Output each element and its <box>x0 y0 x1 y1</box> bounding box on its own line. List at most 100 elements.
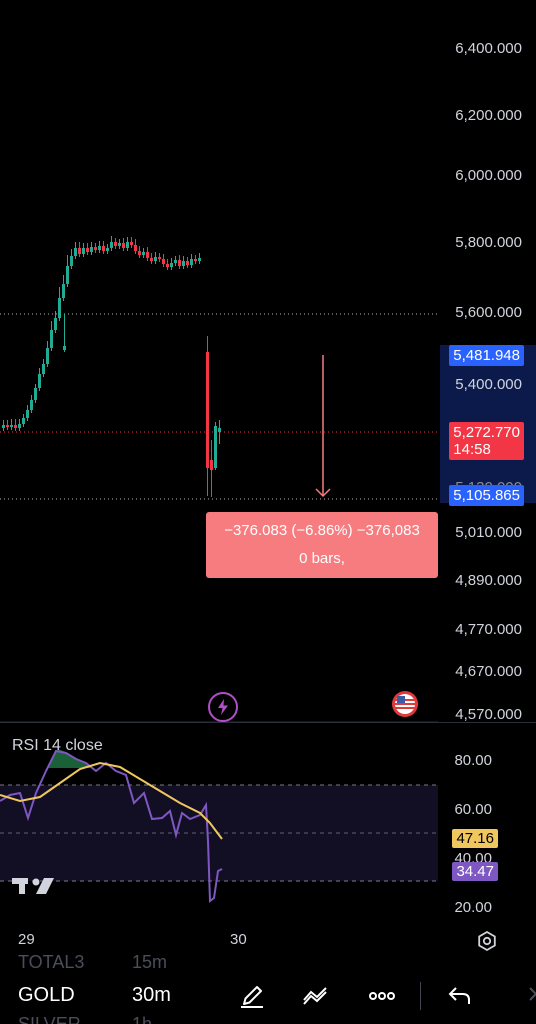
price-axis-label: 6,000.000 <box>455 167 522 184</box>
rsi-legend[interactable]: RSI 14 close <box>12 737 103 754</box>
pen-icon[interactable] <box>238 982 266 1010</box>
price-axis-label: 4,890.000 <box>455 572 522 589</box>
rsi-pane[interactable]: RSI 14 close 80.00 60.00 40.00 20.00 47.… <box>0 723 536 925</box>
rsi-line <box>0 749 223 903</box>
candle-body <box>166 264 169 267</box>
candle-body <box>186 261 189 265</box>
candle-body <box>126 242 129 248</box>
more-icon[interactable] <box>368 982 396 1010</box>
candle-body <box>58 298 61 318</box>
candle-body <box>182 261 185 266</box>
candle-body <box>6 425 9 427</box>
candle-body <box>66 266 69 284</box>
indicators-icon[interactable] <box>302 982 330 1010</box>
candle-body <box>63 346 66 350</box>
price-axis-label: 6,200.000 <box>455 107 522 124</box>
candle-body <box>90 247 93 252</box>
candle-body <box>50 330 53 348</box>
candle-body <box>42 364 45 374</box>
candle-body <box>122 243 125 248</box>
rsi-ma-line <box>0 761 223 840</box>
candle-body <box>106 248 109 251</box>
candle-body <box>174 260 177 263</box>
candle-body <box>162 259 165 264</box>
candles <box>2 236 221 497</box>
candle-body <box>2 425 5 428</box>
price-axis-label: 5,010.000 <box>455 524 522 541</box>
pane-separator[interactable] <box>0 722 536 723</box>
rsi-axis-label: 80.00 <box>454 752 492 769</box>
candle-body <box>150 258 153 261</box>
measure-arrow-head <box>315 488 331 498</box>
rsi-canvas <box>0 749 438 903</box>
candle-body <box>98 246 101 250</box>
interval-wheel-prev[interactable]: 15m <box>132 952 168 972</box>
price-axis-label: 5,400.000 <box>455 376 522 393</box>
candle-body <box>70 256 73 266</box>
candle-body <box>26 410 29 418</box>
candle-body <box>62 284 65 298</box>
candle-body <box>194 259 197 261</box>
flash-icon[interactable] <box>208 692 238 722</box>
redo-icon[interactable] <box>512 982 536 1010</box>
candle-body <box>118 243 121 246</box>
candle-body <box>190 259 193 265</box>
candle-body <box>82 248 85 254</box>
candle-body <box>54 318 57 330</box>
candle-body <box>30 400 33 410</box>
time-axis-label: 29 <box>18 931 35 948</box>
chart-canvas[interactable] <box>0 0 536 722</box>
undo-icon[interactable] <box>446 982 474 1010</box>
gear-icon[interactable] <box>476 930 498 952</box>
rsi-axis-label: 20.00 <box>454 899 492 916</box>
candle-body <box>46 348 49 364</box>
candle-body <box>102 246 105 251</box>
candle-body <box>170 263 173 267</box>
price-axis-label: 4,570.000 <box>455 706 522 723</box>
candle-body <box>154 257 157 261</box>
candle-body <box>146 252 149 258</box>
lower-line-price-tag: 5,105.865 <box>449 485 524 506</box>
candle-body <box>86 248 89 252</box>
price-axis-label: 4,670.000 <box>455 663 522 680</box>
candle-body <box>22 418 25 424</box>
measure-bars: 0 bars, <box>299 550 345 567</box>
price-axis-label: 4,770.000 <box>455 621 522 638</box>
price-axis-label: 5,600.000 <box>455 304 522 321</box>
candle-body <box>94 247 97 250</box>
bar-countdown: 14:58 <box>453 441 491 458</box>
candle-body <box>138 251 141 255</box>
us-flag-icon[interactable] <box>392 691 418 717</box>
candle-body <box>158 257 161 259</box>
symbol-wheel-prev[interactable]: TOTAL3 <box>18 952 85 972</box>
candle-body <box>134 245 137 251</box>
measure-tooltip: −376.083 (−6.86%) −376,083 0 bars, <box>206 512 438 578</box>
symbol-wheel-next[interactable]: SILVER <box>18 1014 81 1024</box>
candle-body <box>210 460 213 470</box>
interval-wheel-next[interactable]: 1h <box>132 1014 153 1024</box>
candle-body <box>198 258 201 261</box>
price-axis-label: 6,400.000 <box>455 40 522 57</box>
current-price-value: 5,272.770 <box>453 424 520 441</box>
candle-body <box>14 425 17 428</box>
price-chart[interactable]: 6,400.000 6,200.000 6,000.000 5,800.000 … <box>0 0 536 723</box>
measure-change: −376.083 (−6.86%) −376,083 <box>224 522 420 539</box>
candle-body <box>114 242 117 246</box>
upper-line-price-tag: 5,481.948 <box>449 345 524 366</box>
current-price-tag: 5,272.770 14:58 <box>449 422 524 460</box>
candle-body <box>10 425 13 427</box>
tradingview-logo-icon <box>12 878 54 894</box>
candle-body <box>38 374 41 388</box>
bottom-toolbar: TOTAL3 15m GOLD 30m SILVER 1h <box>0 952 536 1024</box>
candle-body <box>130 242 133 245</box>
candle-body <box>142 252 145 255</box>
candle-body <box>78 248 81 254</box>
interval-selector[interactable]: 30m <box>132 984 171 1006</box>
candle-body <box>178 260 181 266</box>
toolbar-divider <box>420 982 421 1010</box>
rsi-ma-tag: 47.16 <box>452 829 498 848</box>
candle-body <box>34 388 37 400</box>
candle-body <box>110 242 113 248</box>
symbol-selector[interactable]: GOLD <box>18 984 75 1006</box>
